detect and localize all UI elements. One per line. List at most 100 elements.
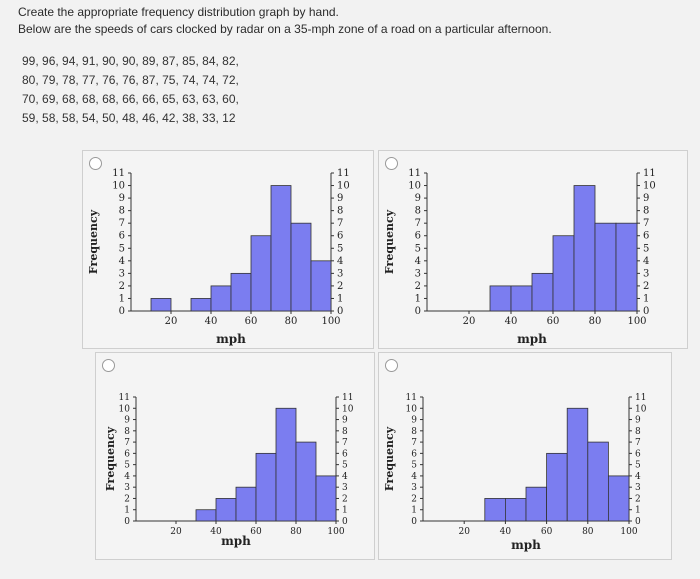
left-y-tick-label: 0	[124, 517, 130, 527]
left-y-tick-label: 7	[119, 218, 125, 229]
right-y-tick-label: 4	[643, 256, 649, 267]
left-y-tick-label: 10	[408, 181, 421, 192]
histogram-bar	[295, 441, 317, 522]
answer-option-c[interactable]: 0 0 1 1 2 2 3 3 4 4 5 5 6 6 7 7 8 8 9 9 10 10 11 11 20 40 60 80 100 F…	[95, 352, 375, 560]
right-y-tick-label: 4	[342, 472, 348, 482]
x-tick-label: 20	[170, 527, 182, 537]
radio-button-c[interactable]	[102, 359, 115, 372]
left-y-tick-label: 8	[411, 427, 417, 437]
histogram-bar	[510, 285, 533, 312]
left-y-tick-label: 10	[119, 404, 131, 414]
histogram-bar	[315, 475, 337, 522]
right-y-tick-label: 3	[337, 268, 343, 279]
x-tick-label: 40	[505, 316, 518, 327]
left-y-tick-label: 7	[124, 438, 130, 448]
right-y-tick-label: 6	[342, 449, 348, 459]
answer-option-b[interactable]: 0 0 1 1 2 2 3 3 4 4 5 5 6 6 7 7 8 8 9 9 10 10 11 11 20 40 60 80 100 F…	[378, 150, 688, 349]
left-y-tick-label: 2	[415, 281, 421, 292]
histogram-bar	[290, 222, 312, 312]
left-y-tick-label: 3	[415, 268, 421, 279]
x-tick-label: 40	[210, 527, 222, 537]
radio-button-b[interactable]	[385, 157, 398, 170]
histogram-bar	[150, 298, 172, 312]
right-y-tick-label: 0	[635, 517, 641, 527]
y-axis-label: Frequency	[383, 426, 396, 491]
x-tick-label: 100	[327, 527, 344, 537]
left-y-tick-label: 4	[411, 472, 417, 482]
right-y-tick-label: 6	[643, 231, 649, 242]
radio-button-a[interactable]	[89, 157, 102, 170]
y-axis-label: Frequency	[87, 209, 100, 274]
x-tick-label: 100	[627, 316, 646, 327]
left-y-tick-label: 1	[119, 293, 125, 304]
left-y-tick-label: 5	[415, 243, 421, 254]
histogram-bar	[190, 298, 212, 312]
x-tick-label: 60	[541, 527, 553, 537]
histogram-bar	[235, 486, 257, 522]
histogram-bar	[484, 498, 506, 522]
data-line: 70, 69, 68, 68, 68, 66, 66, 65, 63, 63, …	[22, 92, 239, 106]
x-tick-label: 80	[582, 527, 594, 537]
x-tick-label: 20	[463, 316, 476, 327]
right-y-tick-label: 8	[643, 206, 649, 217]
right-y-tick-label: 8	[635, 427, 641, 437]
histogram-bar	[587, 441, 609, 522]
y-axis-label: Frequency	[383, 209, 396, 274]
radio-button-d[interactable]	[385, 359, 398, 372]
histogram-bar	[594, 222, 617, 312]
data-line: 80, 79, 78, 77, 76, 76, 87, 75, 74, 74, …	[22, 73, 239, 87]
right-y-tick-label: 11	[337, 168, 350, 179]
x-tick-label: 80	[589, 316, 602, 327]
x-tick-label: 40	[205, 316, 218, 327]
left-y-tick-label: 2	[411, 494, 417, 504]
histogram-bar	[250, 235, 272, 312]
left-y-tick-label: 2	[124, 494, 130, 504]
left-y-tick-label: 11	[408, 168, 421, 179]
left-y-tick-label: 11	[406, 393, 417, 403]
right-y-tick-label: 3	[635, 483, 641, 493]
histogram-bar	[310, 260, 332, 312]
left-y-tick-label: 4	[119, 256, 125, 267]
histogram-bar	[531, 272, 554, 312]
left-y-tick-label: 7	[411, 438, 417, 448]
x-axis-label: mph	[517, 332, 547, 346]
left-y-tick-label: 6	[411, 449, 417, 459]
answer-option-a[interactable]: 0 0 1 1 2 2 3 3 4 4 5 5 6 6 7 7 8 8 9 9 10 10 11 11 20 40 60 80 100 F…	[82, 150, 374, 349]
left-y-tick-label: 11	[119, 393, 130, 403]
right-y-tick-label: 7	[342, 438, 348, 448]
left-y-tick-label: 8	[124, 427, 130, 437]
right-y-tick-label: 7	[337, 218, 343, 229]
right-y-tick-label: 3	[643, 268, 649, 279]
histogram-bar	[573, 185, 596, 312]
right-y-tick-label: 7	[635, 438, 641, 448]
right-y-tick-label: 4	[635, 472, 641, 482]
x-tick-label: 80	[285, 316, 298, 327]
right-y-tick-label: 9	[342, 416, 348, 426]
right-y-tick-label: 1	[635, 506, 641, 516]
left-y-tick-label: 6	[119, 231, 125, 242]
histogram-bar	[505, 498, 527, 522]
histogram-bar	[255, 452, 277, 522]
left-y-tick-label: 5	[411, 461, 417, 471]
right-y-tick-label: 5	[635, 461, 641, 471]
x-tick-label: 60	[547, 316, 560, 327]
right-y-tick-label: 1	[342, 506, 348, 516]
left-y-tick-label: 9	[415, 193, 421, 204]
left-y-tick-label: 11	[112, 168, 125, 179]
right-y-tick-label: 0	[342, 517, 348, 527]
x-axis-label: mph	[511, 538, 541, 552]
right-y-tick-label: 3	[342, 483, 348, 493]
left-y-tick-label: 0	[415, 306, 421, 317]
answer-option-d[interactable]: 0 0 1 1 2 2 3 3 4 4 5 5 6 6 7 7 8 8 9 9 10 10 11 11 20 40 60 80 100 F…	[378, 352, 672, 560]
y-axis-label: Frequency	[104, 426, 117, 491]
left-y-tick-label: 0	[411, 517, 417, 527]
right-y-tick-label: 11	[635, 393, 646, 403]
question-header: Create the appropriate frequency distrib…	[18, 4, 688, 38]
question-description: Below are the speeds of cars clocked by …	[18, 22, 552, 36]
left-y-tick-label: 8	[119, 206, 125, 217]
histogram-bar	[275, 407, 297, 522]
x-tick-label: 20	[165, 316, 178, 327]
